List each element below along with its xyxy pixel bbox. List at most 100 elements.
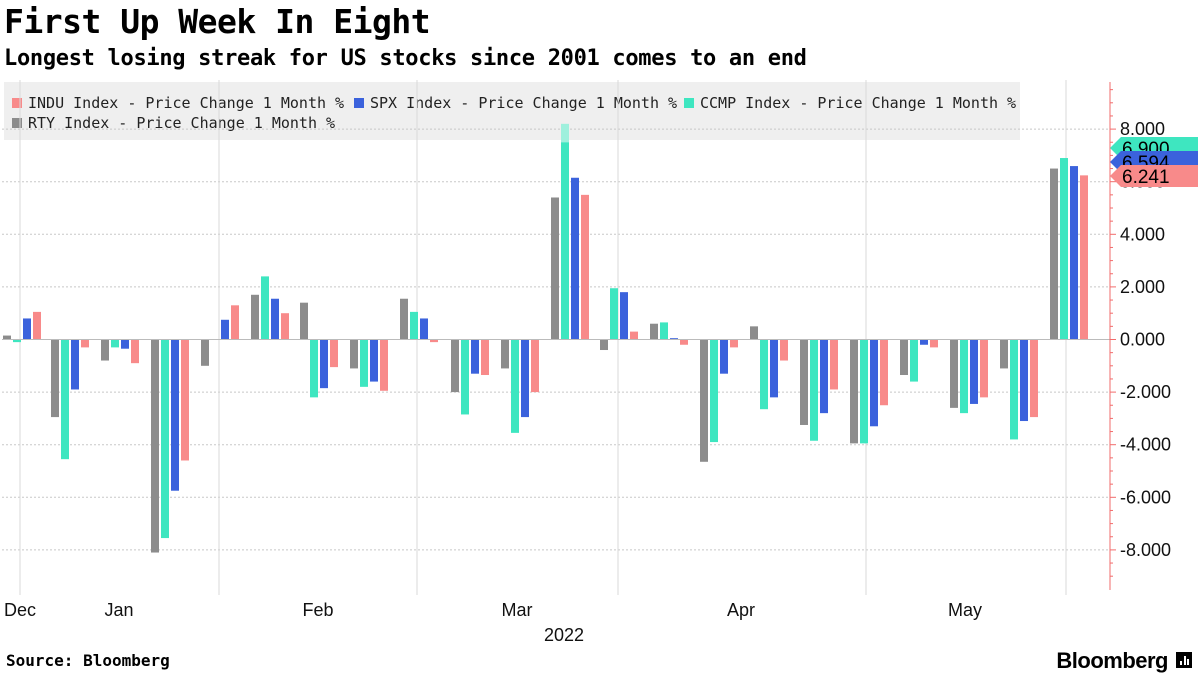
bar-indu-17: [880, 339, 888, 406]
bar-indu-8: [430, 339, 438, 343]
legend-swatch-indu: [12, 98, 22, 108]
source-note: Source: Bloomberg: [6, 651, 170, 670]
bar-spx-20: [1020, 339, 1028, 422]
legend-item-indu: INDU Index - Price Change 1 Month %: [12, 94, 344, 112]
bar-rty-2: [101, 339, 109, 361]
bar-spx-8: [420, 318, 428, 340]
bar-ccmp-6: [310, 339, 318, 398]
bar-indu-20: [1030, 339, 1038, 418]
legend: INDU Index - Price Change 1 Month % SPX …: [4, 82, 1020, 140]
end-value-label-indu: 6.241: [1122, 167, 1170, 188]
bar-rty-0: [3, 335, 11, 340]
bar-indu-2: [131, 339, 139, 364]
bar-indu-13: [680, 339, 688, 345]
bar-spx-2: [121, 339, 129, 349]
x-tick-label-mar: Mar: [502, 600, 533, 620]
bar-indu-12: [630, 331, 638, 340]
y-tick-label-8: 8.000: [1120, 119, 1165, 139]
bar-ccmp-21: [1060, 158, 1068, 340]
bar-ccmp-1: [61, 339, 69, 460]
y-tick-label-6: 4.000: [1120, 224, 1165, 244]
bar-spx-5: [271, 298, 279, 340]
legend-label-spx: SPX Index - Price Change 1 Month %: [370, 94, 678, 112]
bar-indu-18: [930, 339, 938, 348]
y-tick-label-2: -4.000: [1120, 435, 1171, 455]
legend-item-ccmp: CCMP Index - Price Change 1 Month %: [684, 94, 1016, 112]
x-tick-label-apr: Apr: [727, 600, 755, 620]
bar-spx-17: [870, 339, 878, 427]
end-value-flag-indu: [1110, 165, 1198, 187]
bloomberg-chart-icon: [1176, 652, 1192, 668]
bar-spx-4: [221, 319, 229, 340]
bar-ccmp-13: [660, 322, 668, 340]
bar-spx-15: [770, 339, 778, 398]
bar-ccmp-18: [910, 339, 918, 382]
bar-rty-9: [451, 339, 459, 393]
bar-spx-14: [720, 339, 728, 374]
bar-rty-4: [201, 339, 209, 366]
bar-spx-6: [320, 339, 328, 389]
bar-indu-10: [531, 339, 539, 393]
bar-ccmp-2: [111, 339, 119, 348]
bar-spx-18: [920, 339, 928, 345]
bar-indu-3: [181, 339, 189, 461]
bar-ccmp-15: [760, 339, 768, 410]
bar-ccmp-0: [13, 339, 21, 343]
bar-ccmp-11: [561, 142, 569, 340]
x-tick-label-jan: Jan: [104, 600, 133, 620]
y-tick-label-4: 0.000: [1120, 330, 1165, 350]
y-tick-label-0: -8.000: [1120, 540, 1171, 560]
legend-item-spx: SPX Index - Price Change 1 Month %: [354, 94, 677, 112]
bar-ccmp-11-extension: [561, 123, 569, 143]
y-tick-label-3: -2.000: [1120, 382, 1171, 402]
bar-ccmp-5: [261, 276, 269, 340]
chart-title: First Up Week In Eight: [4, 2, 431, 41]
bar-ccmp-7: [360, 339, 368, 387]
bar-rty-20: [1000, 339, 1008, 369]
bar-indu-15: [780, 339, 788, 361]
legend-label-ccmp: CCMP Index - Price Change 1 Month %: [700, 94, 1017, 112]
bar-rty-14: [700, 339, 708, 462]
bar-rty-21: [1050, 168, 1058, 340]
bar-spx-7: [370, 339, 378, 382]
x-tick-label-feb: Feb: [302, 600, 333, 620]
bar-indu-5: [281, 313, 289, 340]
bar-rty-15: [750, 326, 758, 340]
bar-indu-21: [1080, 175, 1088, 340]
legend-swatch-rty: [12, 118, 22, 128]
bar-spx-10: [521, 339, 529, 418]
bar-ccmp-8: [410, 311, 418, 340]
legend-swatch-spx: [354, 98, 364, 108]
bar-spx-9: [471, 339, 479, 374]
x-year-label: 2022: [544, 625, 584, 645]
bar-rty-12: [600, 339, 608, 351]
bar-rty-3: [151, 339, 159, 553]
bar-spx-11: [571, 177, 579, 340]
bar-indu-1: [81, 339, 89, 348]
bar-spx-12: [620, 292, 628, 340]
bar-spx-19: [970, 339, 978, 404]
bar-rty-5: [251, 294, 259, 340]
bar-rty-10: [501, 339, 509, 369]
bar-ccmp-20: [1010, 339, 1018, 440]
bar-rty-6: [300, 302, 308, 340]
bar-rty-8: [400, 298, 408, 340]
bar-rty-18: [900, 339, 908, 376]
bar-ccmp-9: [461, 339, 469, 415]
bar-rty-7: [350, 339, 358, 369]
bar-rty-1: [51, 339, 59, 418]
bar-spx-16: [820, 339, 828, 414]
bar-ccmp-10: [511, 339, 519, 433]
bar-indu-6: [330, 339, 338, 368]
bar-spx-21: [1070, 166, 1078, 340]
bar-spx-0: [23, 318, 31, 340]
x-tick-label-may: May: [948, 600, 982, 620]
bar-rty-11: [551, 197, 559, 340]
bar-indu-4: [231, 305, 239, 340]
chart-subtitle: Longest losing streak for US stocks sinc…: [4, 46, 807, 71]
legend-label-rty: RTY Index - Price Change 1 Month %: [28, 114, 336, 132]
bar-rty-17: [850, 339, 858, 444]
bar-spx-3: [171, 339, 179, 491]
bar-spx-1: [71, 339, 79, 390]
